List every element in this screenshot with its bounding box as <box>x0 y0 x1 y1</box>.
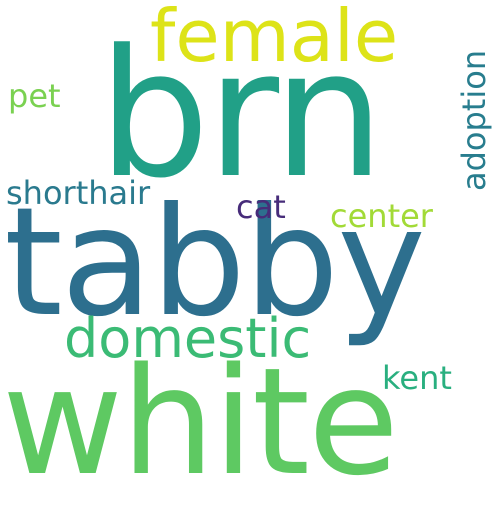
word-adoption: adoption <box>455 49 493 191</box>
word-cat: cat <box>236 188 286 226</box>
word-brn: brn <box>98 12 385 217</box>
word-center: center <box>330 197 433 235</box>
word-domestic: domestic <box>64 307 312 370</box>
word-tabby: tabby <box>4 176 426 350</box>
word-pet: pet <box>8 77 61 115</box>
word-white: white <box>2 336 399 508</box>
word-female: female <box>150 0 399 78</box>
word-shorthair: shorthair <box>6 174 151 212</box>
word-kent: kent <box>382 359 452 397</box>
